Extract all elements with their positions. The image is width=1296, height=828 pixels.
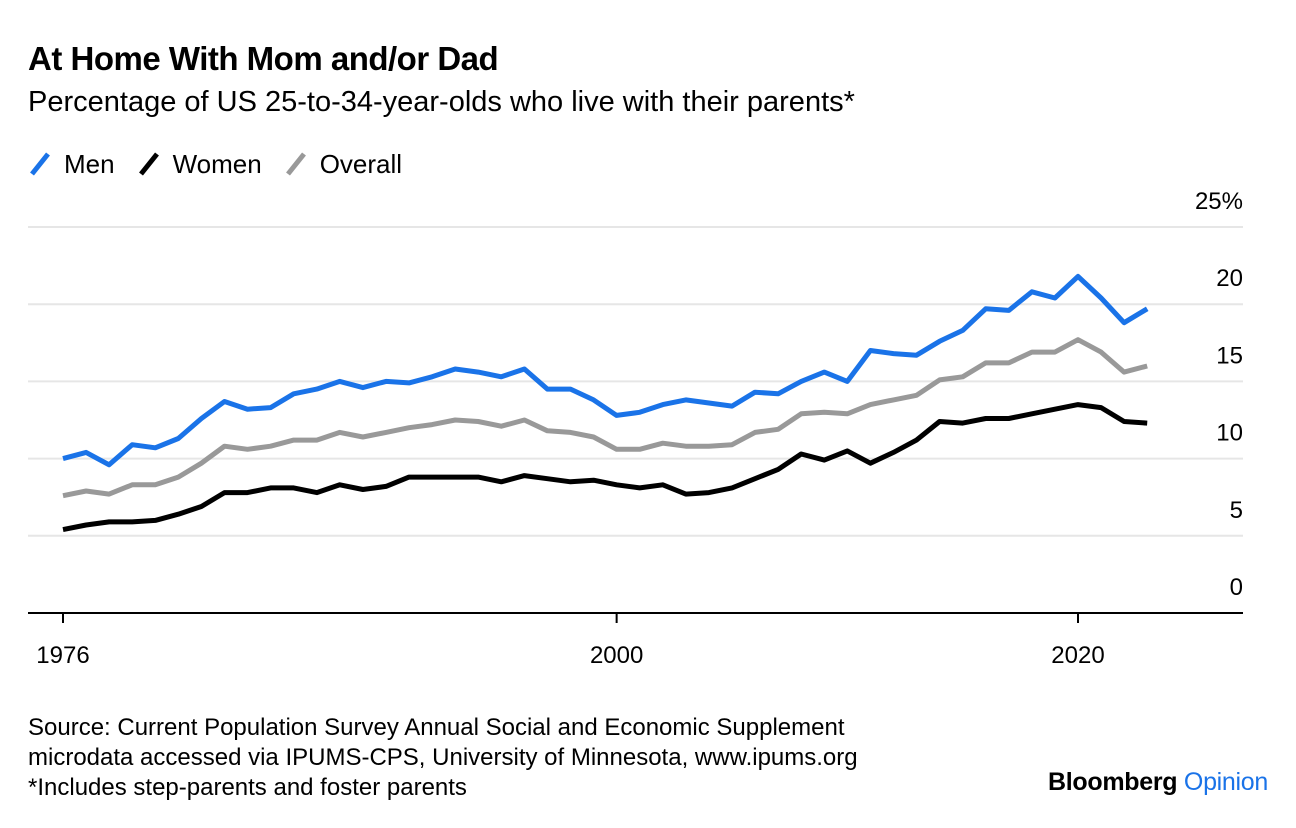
series-line-overall — [62, 337, 1148, 499]
source-line-3: *Includes step-parents and foster parent… — [28, 774, 467, 801]
logo-brand: Bloomberg — [1048, 768, 1178, 796]
series-line-men — [62, 273, 1149, 468]
source-note: Source: Current Population Survey Annual… — [28, 713, 858, 803]
x-tick-label: 2000 — [590, 642, 643, 669]
chart-legend: Men Women Overall — [28, 146, 424, 182]
legend-swatch-overall — [285, 152, 306, 176]
legend-label-men: Men — [64, 148, 115, 179]
chart-title: At Home With Mom and/or Dad — [28, 40, 499, 77]
legend-item-women: Women — [137, 149, 262, 180]
y-tick-label: 0 — [1230, 574, 1243, 601]
source-line-2: microdata accessed via IPUMS-CPS, Univer… — [28, 744, 858, 771]
legend-label-overall: Overall — [319, 148, 403, 179]
source-line-1: Source: Current Population Survey Annual… — [28, 714, 845, 741]
legend-item-overall: Overall — [284, 149, 402, 180]
chart-subtitle: Percentage of US 25-to-34-year-olds who … — [28, 86, 855, 118]
legend-label-women: Women — [172, 148, 262, 179]
y-tick-label: 20 — [1216, 265, 1243, 292]
logo-section: Opinion — [1183, 768, 1268, 796]
y-tick-label: 10 — [1216, 420, 1243, 447]
legend-item-men: Men — [28, 149, 115, 180]
y-tick-label: 5 — [1230, 497, 1243, 524]
x-tick-label: 2020 — [1051, 642, 1104, 669]
y-tick-label: 15 — [1216, 342, 1243, 369]
x-tick-label: 1976 — [36, 642, 89, 669]
legend-swatch-women — [138, 152, 159, 176]
bloomberg-opinion-logo: Bloomberg Opinion — [1048, 768, 1268, 797]
legend-swatch-men — [30, 152, 50, 176]
series-line-women — [62, 402, 1148, 533]
y-tick-label: 25% — [1195, 188, 1243, 215]
